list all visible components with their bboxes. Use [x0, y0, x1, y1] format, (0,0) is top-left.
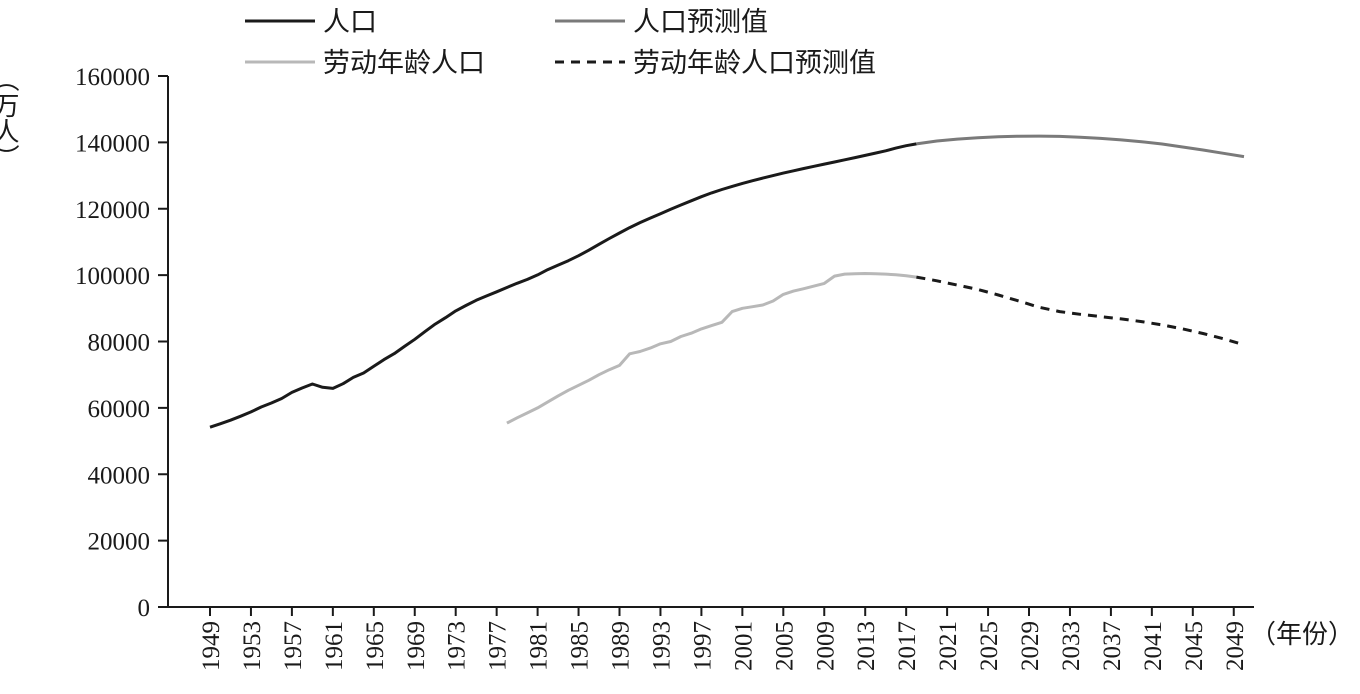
legend-label-0: 人口 [323, 7, 377, 38]
y-tick-label: 40000 [88, 462, 151, 489]
x-tick-label: 1965 [362, 621, 389, 671]
x-tick-label: 2025 [976, 621, 1003, 671]
x-tick-label: 2013 [853, 621, 880, 671]
x-tick-label: 2017 [894, 621, 921, 671]
legend-label-1: 人口预测值 [633, 7, 768, 38]
series-line-3 [916, 275, 1245, 347]
x-tick-label: 1961 [321, 621, 348, 671]
y-tick-label: 100000 [75, 263, 150, 290]
x-tick-label: 2029 [1017, 621, 1044, 671]
y-tick-label: 0 [138, 595, 151, 622]
x-tick-label: 1953 [239, 621, 266, 671]
y-tick-label: 160000 [75, 64, 150, 91]
y-tick-label: 140000 [75, 130, 150, 157]
x-tick-label: 2037 [1099, 621, 1126, 671]
x-tick-label: 1985 [567, 621, 594, 671]
x-tick-label: 2009 [812, 621, 839, 671]
y-tick-label: 120000 [75, 197, 150, 224]
x-tick-label: 2005 [771, 621, 798, 671]
x-tick-label: 2045 [1181, 621, 1208, 671]
x-tick-label: 1957 [280, 621, 307, 671]
y-tick-label: 80000 [88, 330, 151, 357]
x-tick-label: 1969 [403, 621, 430, 671]
x-tick-label: 1977 [485, 621, 512, 671]
y-tick-label: 20000 [88, 529, 151, 556]
series-line-0 [209, 142, 917, 429]
x-tick-label: 1997 [689, 621, 716, 671]
x-tick-label: 1981 [526, 621, 553, 671]
y-axis-title: （万人） [0, 66, 19, 170]
x-axis-title: （年份） [1250, 620, 1354, 650]
legend-label-2: 劳动年龄人口 [323, 48, 485, 79]
x-tick-label: 2001 [730, 621, 757, 671]
x-tick-label: 2041 [1140, 621, 1167, 671]
x-tick-label: 2021 [935, 621, 962, 671]
plot-area [209, 134, 1245, 429]
x-tick-label: 1949 [198, 621, 225, 671]
x-tick-label: 2049 [1222, 621, 1249, 671]
legend-label-3: 劳动年龄人口预测值 [633, 48, 876, 79]
x-axis: 1949 1953 1957 1961 1965 1969 1973 1977 1981 1985… [198, 607, 1249, 671]
x-tick-label: 1973 [444, 621, 471, 671]
y-axis: 0 20000 40000 60000 80000 100000 120000 140000 1… [75, 64, 168, 622]
series-line-1 [916, 134, 1245, 159]
series-line-2 [506, 272, 917, 425]
y-tick-label: 60000 [88, 396, 151, 423]
x-tick-label: 1989 [608, 621, 635, 671]
x-tick-label: 1993 [648, 621, 675, 671]
x-tick-label: 2033 [1058, 621, 1085, 671]
